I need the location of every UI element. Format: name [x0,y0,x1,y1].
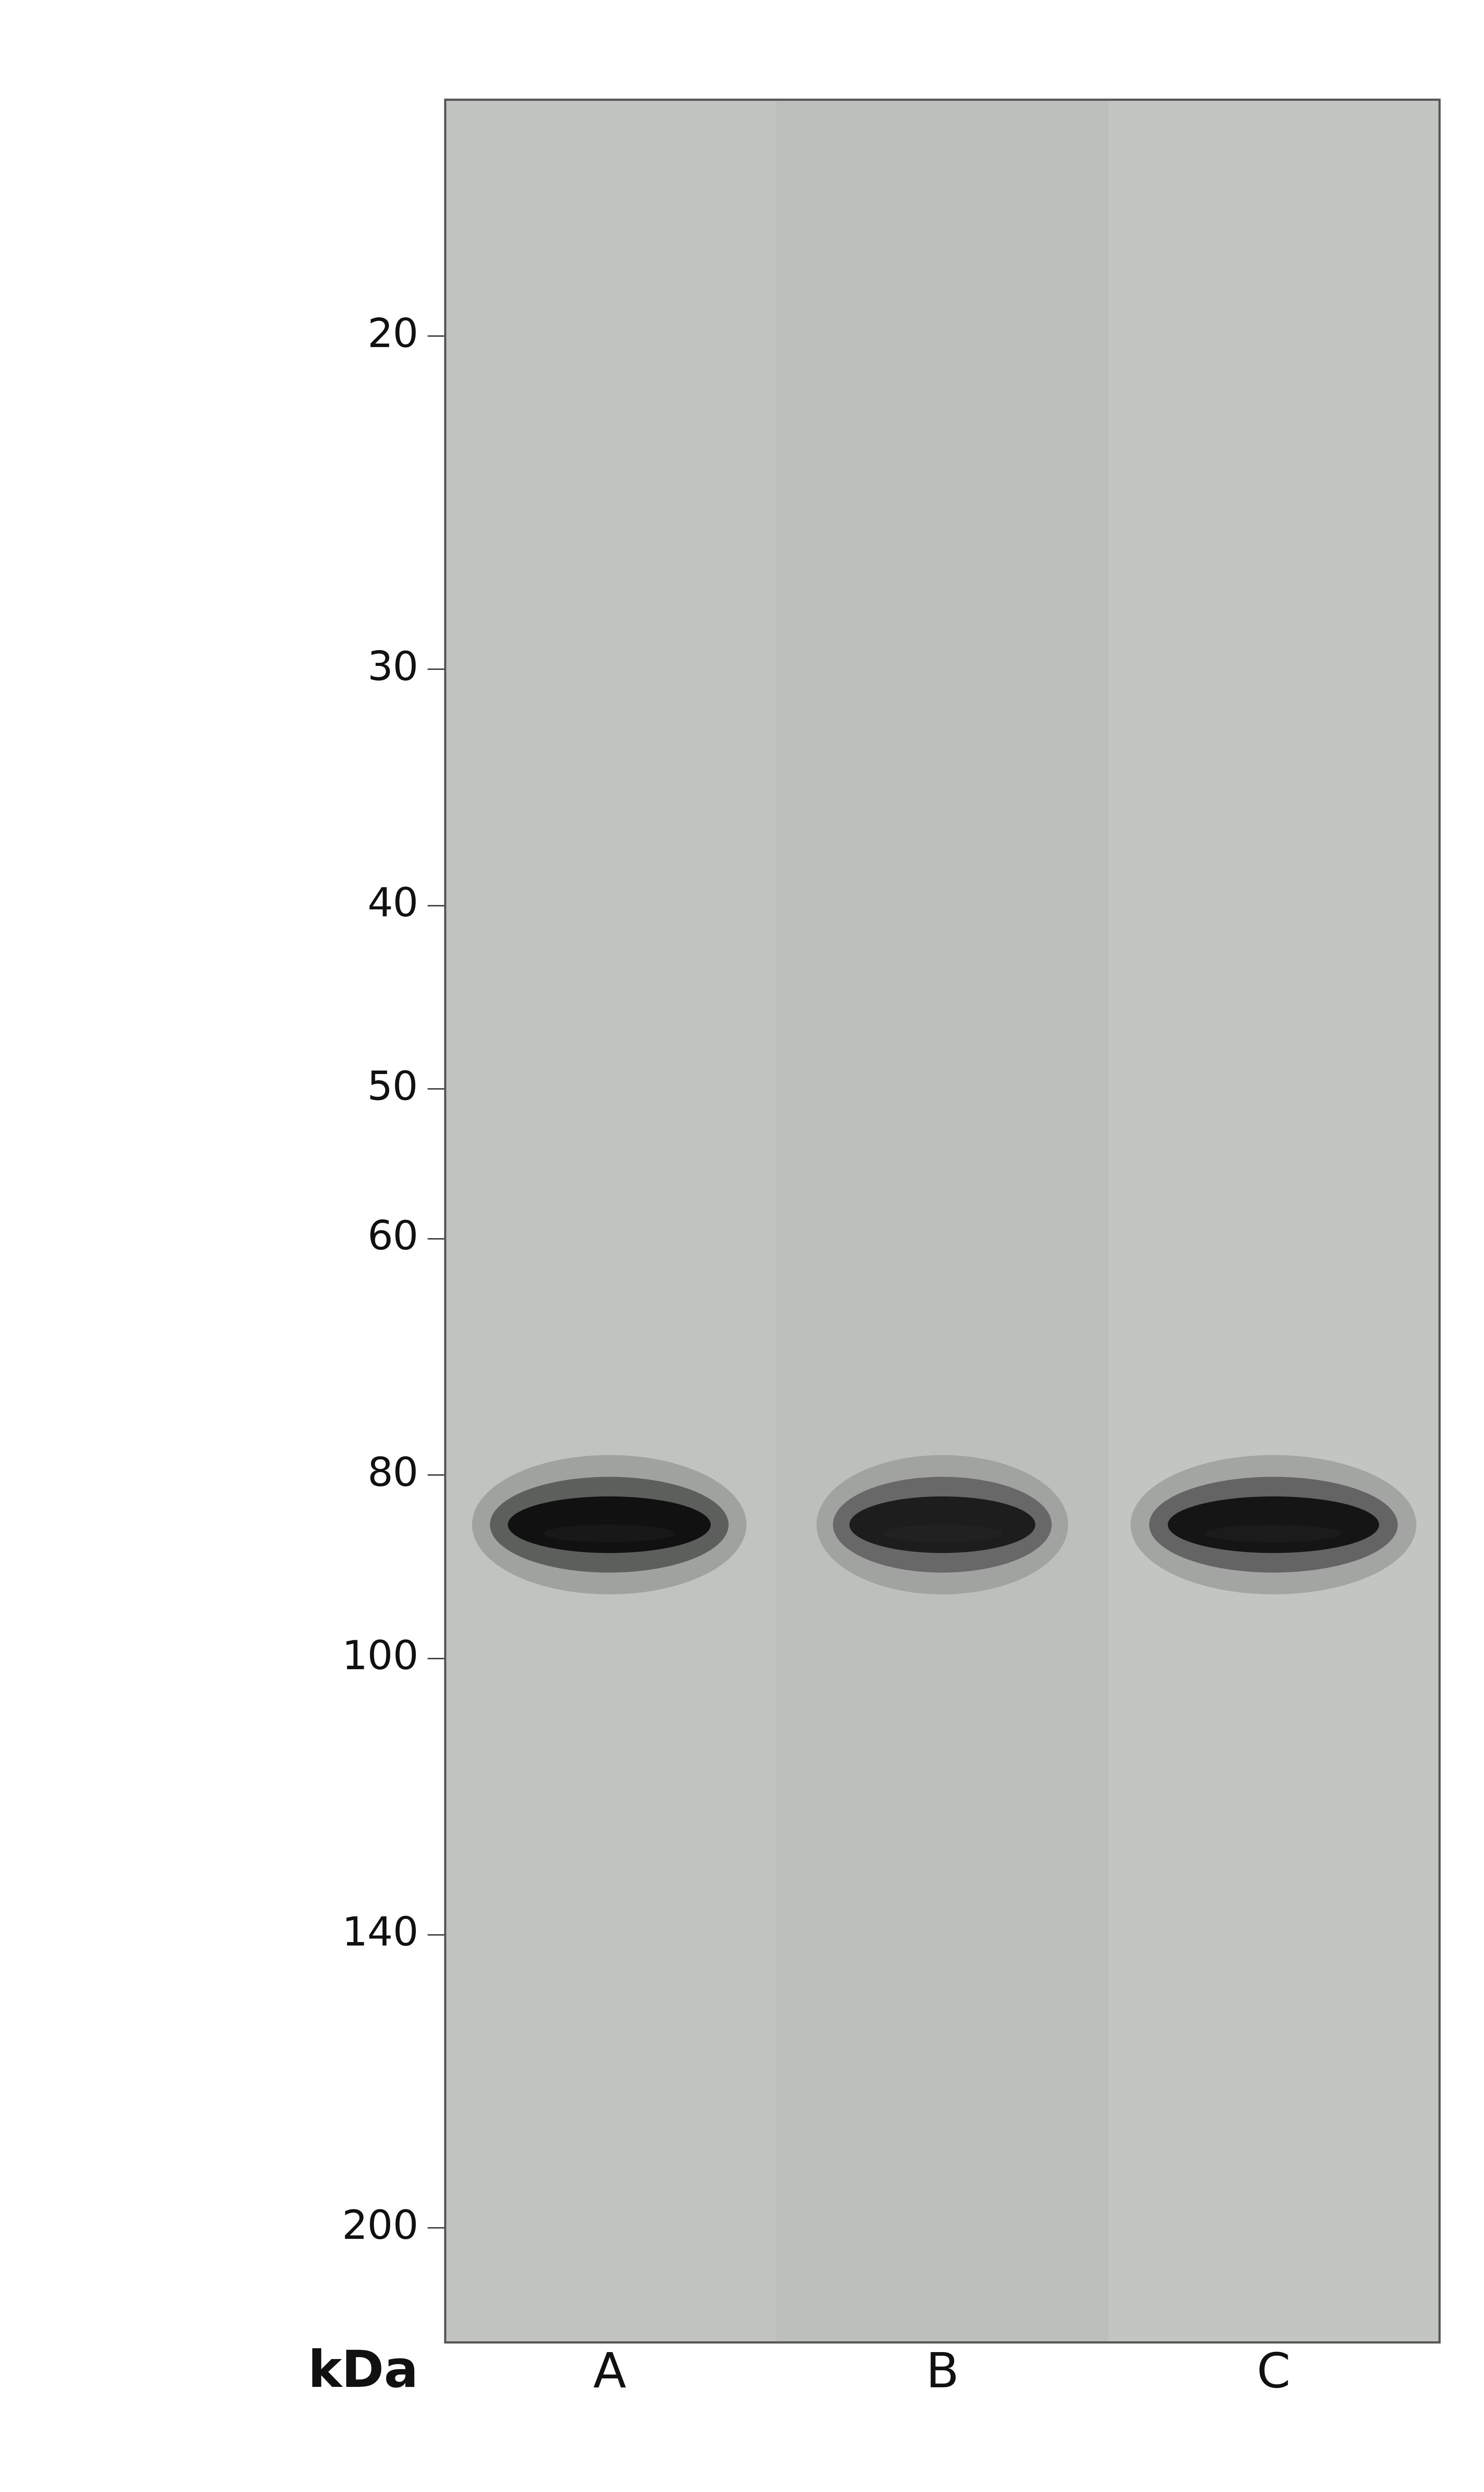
Text: 140: 140 [341,1916,418,1954]
Text: C: C [1257,2350,1290,2397]
Bar [776,100,1109,2342]
Text: 60: 60 [367,1219,418,1258]
Text: 80: 80 [367,1455,418,1495]
Ellipse shape [1168,1495,1379,1553]
Ellipse shape [816,1455,1068,1595]
Text: 40: 40 [367,887,418,925]
Ellipse shape [881,1525,1003,1543]
Ellipse shape [833,1478,1052,1572]
Ellipse shape [490,1478,729,1572]
Ellipse shape [508,1495,711,1553]
Text: 200: 200 [341,2208,418,2248]
Ellipse shape [1131,1455,1416,1595]
Ellipse shape [543,1525,675,1543]
Text: kDa: kDa [307,2347,418,2397]
Bar [1109,100,1439,2342]
Text: 20: 20 [367,316,418,356]
Text: 50: 50 [367,1069,418,1109]
Bar [445,100,776,2342]
Bar [445,100,1439,2342]
Ellipse shape [1205,1525,1342,1543]
Ellipse shape [1149,1478,1398,1572]
Ellipse shape [472,1455,746,1595]
Text: B: B [926,2350,959,2397]
Text: A: A [592,2350,626,2397]
Text: 30: 30 [367,650,418,688]
Text: 100: 100 [341,1640,418,1677]
Ellipse shape [849,1495,1036,1553]
